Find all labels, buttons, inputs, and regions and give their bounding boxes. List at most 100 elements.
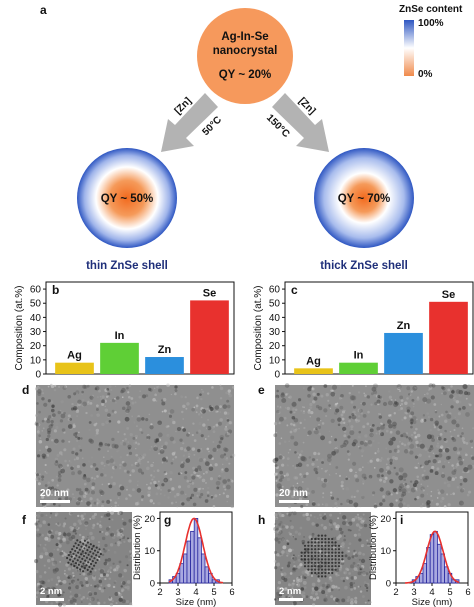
tem-speckle [82, 517, 85, 520]
tem-speckle [96, 413, 100, 417]
tem-speckle [118, 510, 124, 516]
tem-speckle [62, 603, 66, 607]
tem-speckle [437, 461, 439, 464]
tem-speckle [188, 432, 190, 435]
tem-speckle [279, 406, 282, 408]
tem-speckle [122, 521, 127, 526]
tem-speckle [185, 458, 191, 463]
tem-speckle [280, 393, 285, 398]
bar-se [190, 300, 229, 374]
tem-speckle [50, 384, 55, 389]
tem-speckle [407, 448, 411, 452]
tem-speckle [427, 459, 431, 463]
tem-speckle [343, 571, 346, 574]
tem-speckle [110, 388, 113, 392]
thick-shell-qy: QY ~ 70% [338, 193, 391, 205]
tem-speckle [73, 529, 77, 533]
tem-speckle [311, 522, 315, 526]
tem-speckle [276, 483, 282, 489]
tem-speckle [426, 500, 431, 505]
tem-speckle [61, 593, 64, 597]
lattice-dot [327, 551, 330, 554]
tem-speckle [168, 414, 173, 418]
lattice-dot [310, 551, 313, 554]
tem-speckle [291, 402, 294, 404]
tem-speckle [225, 417, 228, 419]
tem-speckle [431, 383, 436, 388]
thick-shell-caption: thick ZnSe shell [320, 260, 408, 272]
tem-speckle [444, 429, 447, 433]
lattice-dot [88, 558, 91, 561]
tem-speckle [292, 579, 296, 582]
tem-speckle [434, 410, 438, 414]
tem-speckle [406, 484, 410, 489]
tem-speckle [95, 428, 100, 433]
tem-speckle [332, 536, 337, 541]
tem-speckle [381, 474, 384, 478]
tem-speckle [48, 415, 52, 419]
tem-speckle [162, 397, 167, 402]
tem-speckle [181, 461, 184, 464]
tem-speckle [360, 517, 362, 520]
tem-speckle [121, 518, 124, 521]
lattice-dot [327, 537, 330, 541]
tem-speckle [389, 431, 393, 435]
tem-speckle [149, 425, 154, 430]
tem-speckle [40, 513, 44, 517]
tem-speckle [291, 494, 295, 499]
tem-speckle [61, 490, 64, 493]
tem-speckle [128, 493, 131, 496]
tem-speckle [221, 468, 224, 471]
tem-speckle [73, 527, 78, 532]
lattice-dot [337, 544, 341, 547]
tem-speckle [294, 537, 297, 541]
tem-speckle [322, 492, 325, 495]
tem-speckle [137, 459, 141, 463]
tem-speckle [63, 448, 67, 452]
lattice-dot [75, 554, 78, 557]
tem-speckle [307, 394, 311, 398]
tem-speckle [63, 552, 68, 557]
tem-speckle [119, 485, 125, 491]
tem-speckle [105, 561, 109, 566]
tem-speckle [203, 407, 207, 411]
tem-speckle [82, 463, 86, 467]
tem-speckle [84, 527, 88, 531]
tem-speckle [148, 387, 152, 392]
tem-speckle [81, 517, 85, 521]
lattice-dot [331, 541, 334, 544]
tem-speckle [360, 558, 366, 564]
tem-speckle [55, 422, 59, 426]
tem-speckle [468, 402, 471, 406]
tem-speckle [76, 392, 79, 395]
lattice-dot [81, 557, 84, 561]
tem-speckle [276, 591, 280, 596]
tem-speckle [281, 550, 285, 554]
tem-speckle [338, 588, 340, 591]
tem-speckle [320, 435, 325, 441]
tem-speckle [277, 562, 280, 565]
tem-speckle [195, 411, 198, 414]
tem-speckle [339, 512, 342, 515]
tem-speckle [297, 554, 300, 557]
tem-speckle [453, 398, 457, 402]
tem-speckle [343, 570, 348, 575]
tem-speckle [462, 405, 466, 410]
tem-speckle [68, 440, 71, 443]
tem-speckle [55, 460, 58, 463]
lattice-dot [303, 554, 307, 558]
tem-speckle [317, 466, 319, 468]
tem-speckle [277, 411, 281, 415]
tem-speckle [147, 493, 151, 497]
tem-speckle [129, 602, 134, 607]
tem-speckle [440, 447, 443, 449]
tem-speckle [98, 568, 101, 571]
lattice-dot [72, 545, 75, 548]
tem-speckle [405, 435, 409, 439]
tem-speckle [150, 463, 154, 468]
tem-speckle [303, 418, 306, 421]
tem-speckle [182, 418, 185, 420]
tem-speckle [83, 474, 87, 478]
tem-speckle [456, 485, 460, 489]
tem-speckle [420, 419, 424, 423]
